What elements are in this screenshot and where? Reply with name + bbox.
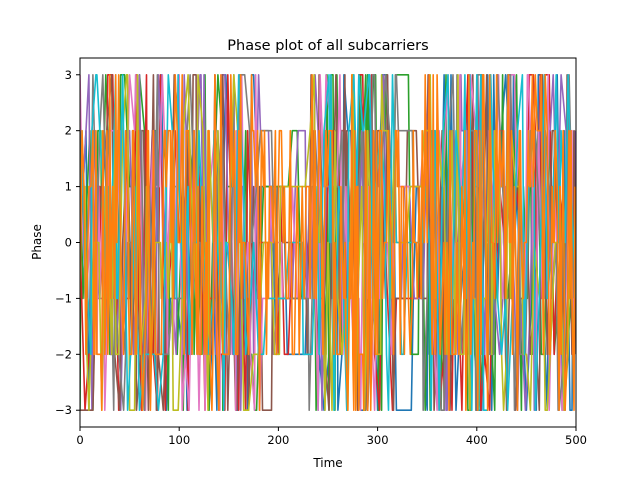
- y-axis-label: Phase: [30, 224, 44, 260]
- x-tick-label-100: 100: [168, 433, 190, 447]
- y-tick-label-0: 0: [65, 236, 72, 250]
- y-tick-label--1: −1: [55, 291, 72, 305]
- x-tick-label-200: 200: [267, 433, 289, 447]
- y-tick-label-2: 2: [65, 124, 72, 138]
- x-tick-label-300: 300: [367, 433, 389, 447]
- series-layer: [80, 74, 576, 411]
- x-tick-label-400: 400: [466, 433, 488, 447]
- chart-title: Phase plot of all subcarriers: [227, 38, 428, 54]
- series-line-10: [80, 74, 576, 411]
- series-line-9: [80, 74, 576, 411]
- y-tick-label--2: −2: [55, 347, 72, 361]
- y-tick-label--3: −3: [55, 403, 72, 417]
- axes-layer: 0 100 200 300 400 500 −3 −2 −1 0 1 2 3: [55, 57, 587, 447]
- y-tick-label-3: 3: [65, 68, 72, 82]
- y-tick-label-1: 1: [65, 180, 72, 194]
- x-tick-label-500: 500: [565, 433, 587, 447]
- x-axis-label: Time: [312, 456, 342, 470]
- x-tick-label-0: 0: [76, 433, 83, 447]
